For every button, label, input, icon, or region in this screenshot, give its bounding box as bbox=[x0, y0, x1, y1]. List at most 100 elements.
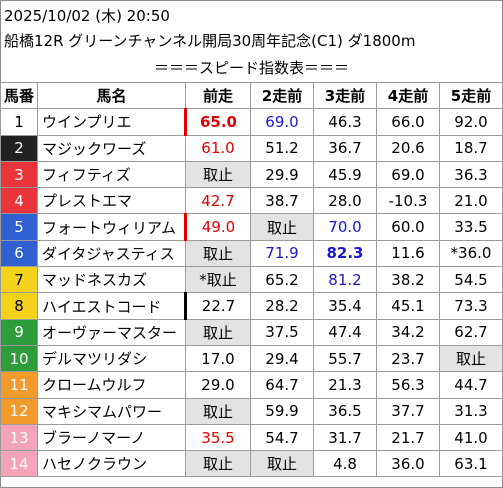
horse-number: 12 bbox=[0, 397, 38, 425]
index-prev2: 28.2 bbox=[250, 292, 314, 320]
index-prev3: 82.3 bbox=[313, 239, 377, 268]
horse-number: 11 bbox=[0, 371, 38, 399]
index-prev3: 4.8 bbox=[313, 450, 377, 478]
index-prev2: 59.9 bbox=[250, 397, 314, 425]
index-prev4: -10.3 bbox=[376, 187, 440, 215]
index-prev1: 49.0 bbox=[185, 213, 251, 241]
index-prev5: 取止 bbox=[439, 344, 503, 373]
horse-number: 6 bbox=[0, 239, 38, 268]
table-row: 12 マキシマムパワー 取止 59.9 36.5 37.7 31.3 bbox=[0, 397, 503, 425]
index-prev5: 41.0 bbox=[439, 423, 503, 452]
index-prev5: 63.1 bbox=[439, 450, 503, 478]
table-row: 6 ダイタジャスティス 取止 71.9 82.3 11.6 *36.0 bbox=[0, 239, 503, 268]
horse-name: ハイエストコード bbox=[37, 292, 187, 320]
index-prev3: 81.2 bbox=[313, 266, 377, 294]
index-prev2: 71.9 bbox=[250, 239, 314, 268]
horse-number: 8 bbox=[0, 292, 38, 320]
index-prev2: 29.9 bbox=[250, 160, 314, 189]
col-header-prev5: 5走前 bbox=[439, 81, 503, 110]
race-datetime: 2025/10/02 (木) 20:50 bbox=[4, 7, 170, 25]
col-header-prev2: 2走前 bbox=[250, 81, 314, 110]
index-prev3: 28.0 bbox=[313, 187, 377, 215]
index-prev5: *36.0 bbox=[439, 239, 503, 268]
index-prev1: 17.0 bbox=[185, 344, 251, 373]
horse-name: ウインプリエ bbox=[37, 108, 187, 136]
index-prev5: 21.0 bbox=[439, 187, 503, 215]
index-prev2: 29.4 bbox=[250, 344, 314, 373]
index-prev4: 11.6 bbox=[376, 239, 440, 268]
index-prev1: 42.7 bbox=[185, 187, 251, 215]
col-header-prev4: 4走前 bbox=[376, 81, 440, 110]
table-caption: ＝＝＝スピード指数表＝＝＝ bbox=[153, 59, 349, 77]
col-header-prev3: 3走前 bbox=[313, 81, 377, 110]
horse-number: 1 bbox=[0, 108, 38, 136]
table-row: 4 プレストエマ 42.7 38.7 28.0 -10.3 21.0 bbox=[0, 187, 503, 215]
index-prev3: 35.4 bbox=[313, 292, 377, 320]
table-row: 13 ブラーノマーノ 35.5 54.7 31.7 21.7 41.0 bbox=[0, 423, 503, 452]
index-prev4: 60.0 bbox=[376, 213, 440, 241]
index-prev1: *取止 bbox=[185, 266, 251, 294]
table-row: 8 ハイエストコード 22.7 28.2 35.4 45.1 73.3 bbox=[0, 292, 503, 320]
index-prev4: 69.0 bbox=[376, 160, 440, 189]
index-prev5: 54.5 bbox=[439, 266, 503, 294]
index-prev1: 取止 bbox=[185, 160, 251, 189]
table-header-row: 馬番 馬名 前走 2走前 3走前 4走前 5走前 bbox=[0, 81, 503, 110]
horse-number: 5 bbox=[0, 213, 38, 241]
horse-name: フィフティズ bbox=[37, 160, 186, 189]
index-prev4: 37.7 bbox=[376, 397, 440, 425]
index-prev5: 31.3 bbox=[439, 397, 503, 425]
horse-number: 14 bbox=[0, 450, 38, 478]
table-row: 14 ハセノクラウン 取止 取止 4.8 36.0 63.1 bbox=[0, 450, 503, 478]
index-prev4: 23.7 bbox=[376, 344, 440, 373]
table-row: 2 マジックワーズ 61.0 51.2 36.7 20.6 18.7 bbox=[0, 134, 503, 162]
horse-name: ダイタジャスティス bbox=[37, 239, 186, 268]
speed-index-table: 馬番 馬名 前走 2走前 3走前 4走前 5走前 1 ウインプリエ 65.0 69.0… bbox=[0, 81, 503, 478]
index-prev5: 33.5 bbox=[439, 213, 503, 241]
index-prev1: 29.0 bbox=[185, 371, 251, 399]
index-prev1: 取止 bbox=[185, 239, 251, 268]
index-prev3: 21.3 bbox=[313, 371, 377, 399]
index-prev2: 37.5 bbox=[250, 318, 314, 346]
horse-number: 2 bbox=[0, 134, 38, 162]
horse-number: 3 bbox=[0, 160, 38, 189]
index-prev3: 46.3 bbox=[313, 108, 377, 136]
index-prev2: 51.2 bbox=[250, 134, 314, 162]
index-prev3: 45.9 bbox=[313, 160, 377, 189]
index-prev3: 36.5 bbox=[313, 397, 377, 425]
index-prev2: 64.7 bbox=[250, 371, 314, 399]
index-prev4: 38.2 bbox=[376, 266, 440, 294]
horse-name: マッドネスカズ bbox=[37, 266, 186, 294]
index-prev3: 70.0 bbox=[313, 213, 377, 241]
index-prev5: 36.3 bbox=[439, 160, 503, 189]
index-prev2: 取止 bbox=[250, 213, 314, 241]
horse-name: クロームウルフ bbox=[37, 371, 186, 399]
index-prev4: 45.1 bbox=[376, 292, 440, 320]
col-header-prev1: 前走 bbox=[185, 81, 251, 110]
horse-name: ブラーノマーノ bbox=[37, 423, 186, 452]
index-prev1: 22.7 bbox=[185, 292, 251, 320]
table-row: 7 マッドネスカズ *取止 65.2 81.2 38.2 54.5 bbox=[0, 266, 503, 294]
index-prev2: 54.7 bbox=[250, 423, 314, 452]
index-prev3: 36.7 bbox=[313, 134, 377, 162]
table-row: 3 フィフティズ 取止 29.9 45.9 69.0 36.3 bbox=[0, 160, 503, 189]
table-row: 5 フォートウィリアム 49.0 取止 70.0 60.0 33.5 bbox=[0, 213, 503, 241]
horse-name: デルマツリダシ bbox=[37, 344, 186, 373]
index-prev4: 36.0 bbox=[376, 450, 440, 478]
index-prev3: 55.7 bbox=[313, 344, 377, 373]
index-prev5: 44.7 bbox=[439, 371, 503, 399]
col-header-umaban: 馬番 bbox=[0, 81, 38, 110]
index-prev1: 取止 bbox=[185, 397, 251, 425]
index-prev2: 38.7 bbox=[250, 187, 314, 215]
index-prev3: 31.7 bbox=[313, 423, 377, 452]
race-title: 船橋12R グリーンチャンネル開局30周年記念(C1) ダ1800m bbox=[4, 32, 416, 50]
index-prev5: 73.3 bbox=[439, 292, 503, 320]
table-row: 10 デルマツリダシ 17.0 29.4 55.7 23.7 取止 bbox=[0, 344, 503, 373]
horse-name: マジックワーズ bbox=[37, 134, 186, 162]
index-prev1: 取止 bbox=[185, 318, 251, 346]
index-prev4: 56.3 bbox=[376, 371, 440, 399]
index-prev1: 35.5 bbox=[185, 423, 251, 452]
index-prev4: 34.2 bbox=[376, 318, 440, 346]
index-prev4: 20.6 bbox=[376, 134, 440, 162]
horse-name: プレストエマ bbox=[37, 187, 186, 215]
horse-number: 13 bbox=[0, 423, 38, 452]
